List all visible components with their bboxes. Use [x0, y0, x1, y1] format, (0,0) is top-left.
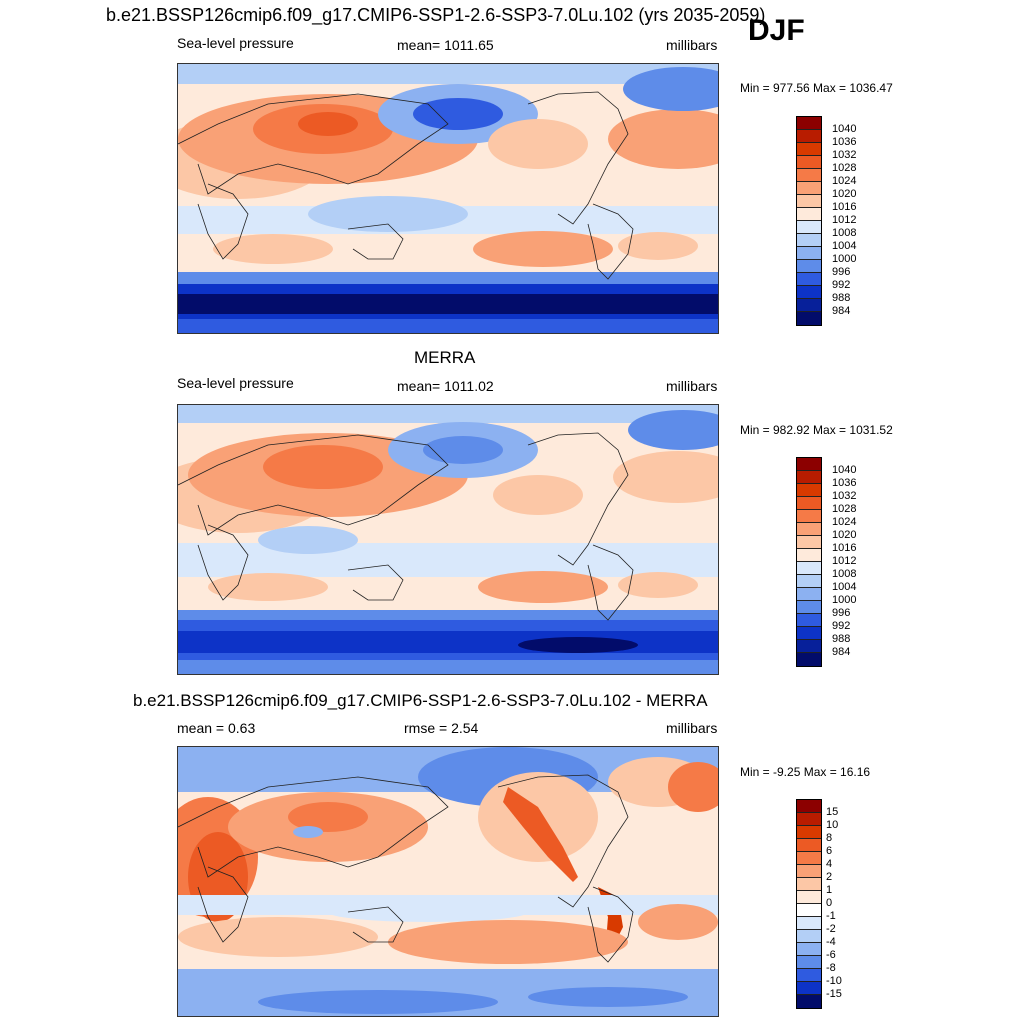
cbar-tick: 1012: [832, 555, 857, 567]
cbar-tick: 1016: [832, 201, 857, 213]
cbar-tick: 1020: [832, 188, 857, 200]
cbar-tick: 1032: [832, 149, 857, 161]
cbar-tick: 8: [826, 832, 833, 844]
panel2-colorbar: [796, 457, 822, 667]
figure-title: b.e21.BSSP126cmip6.f09_g17.CMIP6-SSP1-2.…: [106, 5, 766, 25]
cbar-tick: 1012: [832, 214, 857, 226]
panel2-mean-label: mean= 1011.02: [397, 378, 494, 394]
panel2-minmax: Min = 982.92 Max = 1031.52: [740, 423, 893, 437]
season-label: DJF: [748, 14, 805, 47]
cbar-tick: -8: [826, 962, 836, 974]
cbar-tick: 988: [832, 292, 851, 304]
cbar-tick: 1036: [832, 136, 857, 148]
cbar-tick: 996: [832, 607, 851, 619]
panel1-minmax: Min = 977.56 Max = 1036.47: [740, 81, 893, 95]
cbar-tick: 1024: [832, 175, 857, 187]
cbar-tick: 1024: [832, 516, 857, 528]
panel2-title: MERRA: [414, 348, 476, 367]
panel1-units-label: millibars: [666, 37, 718, 53]
cbar-tick: 10: [826, 819, 839, 831]
cbar-tick: 992: [832, 279, 851, 291]
cbar-tick: -6: [826, 949, 836, 961]
cbar-tick: 1036: [832, 477, 857, 489]
cbar-tick: -2: [826, 923, 836, 935]
cbar-tick: -10: [826, 975, 842, 987]
panel2-variable-label: Sea-level pressure: [177, 375, 294, 391]
cbar-tick: 1020: [832, 529, 857, 541]
cbar-tick: 984: [832, 646, 851, 658]
panel3-colorbar: [796, 799, 822, 1009]
cbar-tick: 2: [826, 871, 833, 883]
cbar-tick: 1028: [832, 503, 857, 515]
panel1-colorbar: [796, 116, 822, 326]
cbar-tick: 0: [826, 897, 833, 909]
panel3-rmse-label: rmse = 2.54: [404, 720, 479, 736]
cbar-tick: -4: [826, 936, 836, 948]
cbar-tick: 1004: [832, 240, 857, 252]
cbar-tick: 1032: [832, 490, 857, 502]
cbar-tick: 1008: [832, 568, 857, 580]
cbar-tick: 1: [826, 884, 833, 896]
cbar-tick: 1004: [832, 581, 857, 593]
panel3-title: b.e21.BSSP126cmip6.f09_g17.CMIP6-SSP1-2.…: [133, 691, 708, 710]
cbar-tick: 6: [826, 845, 833, 857]
cbar-tick: -1: [826, 910, 836, 922]
panel3-map: [177, 746, 719, 1017]
panel1-map: [177, 63, 719, 334]
panel1-variable-label: Sea-level pressure: [177, 35, 294, 51]
cbar-tick: 988: [832, 633, 851, 645]
cbar-tick: 1040: [832, 123, 857, 135]
cbar-tick: 1016: [832, 542, 857, 554]
cbar-tick: 984: [832, 305, 851, 317]
panel3-mean-label: mean = 0.63: [177, 720, 256, 736]
panel1-mean-label: mean= 1011.65: [397, 37, 494, 53]
panel2-map: [177, 404, 719, 675]
cbar-tick: -15: [826, 988, 842, 1000]
cbar-tick: 992: [832, 620, 851, 632]
cbar-tick: 4: [826, 858, 833, 870]
panel2-units-label: millibars: [666, 378, 718, 394]
cbar-tick: 1000: [832, 594, 857, 606]
cbar-tick: 1000: [832, 253, 857, 265]
cbar-tick: 1028: [832, 162, 857, 174]
cbar-tick: 15: [826, 806, 839, 818]
cbar-tick: 1008: [832, 227, 857, 239]
cbar-tick: 1040: [832, 464, 857, 476]
panel3-units-label: millibars: [666, 720, 718, 736]
cbar-tick: 996: [832, 266, 851, 278]
panel3-minmax: Min = -9.25 Max = 16.16: [740, 765, 871, 779]
